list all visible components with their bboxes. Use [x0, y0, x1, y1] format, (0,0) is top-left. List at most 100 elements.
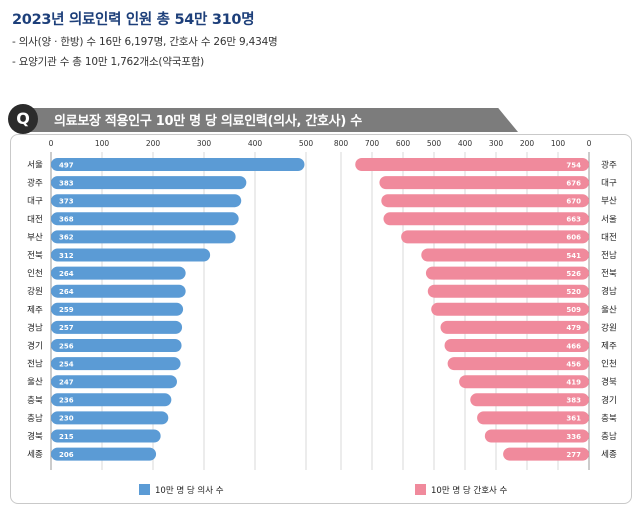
nurse-value-label: 361 [566, 415, 581, 423]
nurse-value-label: 456 [566, 360, 581, 368]
nurse-bar [440, 320, 589, 334]
doctor-bar [51, 284, 186, 298]
nurse-category-label: 인천 [601, 359, 617, 370]
doctor-bar [51, 248, 211, 262]
doctor-bar [51, 158, 305, 171]
nurse-bar [459, 375, 589, 389]
doctor-value-label: 215 [59, 433, 74, 441]
nurse-category-label: 전북 [601, 268, 617, 279]
question-title: 의료보장 적용인구 10만 명 당 의료인력(의사, 간호사) 수 [54, 114, 362, 129]
doctor-category-label: 충남 [27, 414, 43, 424]
nurse-legend-swatch [415, 484, 426, 495]
nurse-value-label: 383 [566, 397, 581, 405]
doctor-category-label: 전북 [27, 250, 43, 261]
doctor-value-label: 236 [59, 397, 74, 405]
doctor-bar [51, 429, 161, 443]
nurse-bar [427, 284, 589, 298]
nurse-bar [379, 176, 589, 190]
nurse-category-label: 대전 [601, 232, 617, 243]
nurse-bar [484, 429, 589, 443]
nurse-value-label: 336 [566, 433, 581, 441]
nurse-category-label: 충남 [601, 432, 617, 442]
doctor-tick-label: 500 [299, 139, 314, 148]
doctor-category-label: 인천 [27, 268, 43, 279]
doctor-category-label: 서울 [27, 161, 43, 171]
nurse-tick-label: 200 [520, 139, 535, 148]
nurse-bar [470, 393, 589, 407]
doctor-bar [51, 302, 184, 316]
doctor-bar [51, 230, 236, 244]
nurse-value-label: 466 [566, 342, 581, 350]
doctor-value-label: 230 [59, 415, 74, 423]
nurse-category-label: 경북 [601, 377, 617, 388]
nurse-bar [503, 447, 589, 461]
doctor-category-label: 대구 [27, 197, 43, 207]
nurse-category-label: 제주 [601, 342, 617, 352]
doctor-category-label: 전남 [27, 359, 43, 370]
doctor-value-label: 373 [59, 198, 74, 206]
doctor-category-label: 강원 [27, 286, 43, 297]
nurse-tick-label: 300 [489, 139, 504, 148]
nurse-tick-label: 0 [587, 139, 592, 148]
nurse-value-label: 754 [566, 161, 581, 169]
doctor-tick-label: 100 [95, 139, 110, 148]
doctor-value-label: 257 [59, 324, 74, 332]
nurse-category-label: 대구 [601, 179, 617, 189]
banner-tab [24, 108, 518, 132]
doctor-value-label: 206 [59, 451, 74, 459]
nurse-bar [355, 158, 589, 171]
nurse-tick-label: 500 [427, 139, 442, 148]
doctor-bar [51, 357, 181, 371]
doctor-value-label: 312 [59, 252, 74, 260]
nurse-bar [381, 194, 589, 208]
doctor-tick-label: 400 [248, 139, 263, 148]
nurse-tick-label: 700 [365, 139, 380, 148]
nurse-category-label: 서울 [601, 215, 617, 225]
nurse-category-label: 경기 [601, 395, 617, 406]
nurse-value-label: 419 [566, 379, 581, 387]
doctor-value-label: 254 [59, 360, 74, 368]
doctor-bar [51, 411, 169, 425]
doctor-value-label: 362 [59, 234, 74, 242]
nurse-category-label: 전남 [601, 250, 617, 261]
institution-count: - 요양기관 수 총 10만 1,762개소(약국포함) [12, 56, 205, 68]
doctor-tick-label: 200 [146, 139, 161, 148]
doctor-bar [51, 375, 177, 389]
doctor-value-label: 368 [59, 216, 74, 224]
nurse-bar [431, 302, 589, 316]
nurse-value-label: 277 [566, 451, 581, 459]
doctor-category-label: 경기 [27, 341, 43, 352]
doctor-bar [51, 212, 239, 226]
nurse-category-label: 강원 [601, 322, 617, 333]
doctor-value-label: 264 [59, 288, 74, 296]
doctor-category-label: 세종 [27, 450, 43, 460]
chart-canvas: 0 100 200 300 400 500 서울 497 광주 383 대구 373 대전 368 부산 36… [27, 139, 617, 496]
doctor-bar [51, 339, 182, 352]
chart-panel: 0 100 200 300 400 500 서울 497 광주 383 대구 373 대전 368 부산 36… [10, 134, 632, 504]
doctor-bar [51, 176, 247, 190]
nurse-value-label: 509 [566, 306, 581, 314]
headline: 2023년 의료인력 인원 총 54만 310명 [12, 12, 255, 28]
nurse-bar [444, 339, 589, 352]
doctor-legend-swatch [139, 484, 150, 495]
doctor-category-label: 대전 [27, 214, 43, 225]
nurse-bar [401, 230, 589, 244]
nurse-category-label: 충북 [601, 414, 617, 424]
doctor-legend-label: 10만 명 당 의사 수 [155, 485, 224, 496]
doctor-value-label: 247 [59, 379, 74, 387]
nurse-bar [421, 248, 589, 262]
nurse-value-label: 541 [566, 252, 581, 260]
nurse-category-label: 광주 [601, 160, 617, 171]
nurse-tick-label: 100 [551, 139, 566, 148]
doctor-category-label: 광주 [27, 178, 43, 189]
nurse-value-label: 670 [566, 198, 581, 206]
doctor-category-label: 경북 [27, 431, 43, 442]
nurse-value-label: 606 [566, 234, 581, 242]
nurse-value-label: 663 [566, 216, 581, 224]
nurse-value-label: 520 [566, 288, 581, 296]
doctor-category-label: 충북 [27, 396, 43, 406]
nurse-tick-label: 600 [396, 139, 411, 148]
doctor-bar [51, 447, 157, 461]
nurse-category-label: 부산 [601, 196, 617, 207]
doctor-value-label: 256 [59, 342, 74, 350]
